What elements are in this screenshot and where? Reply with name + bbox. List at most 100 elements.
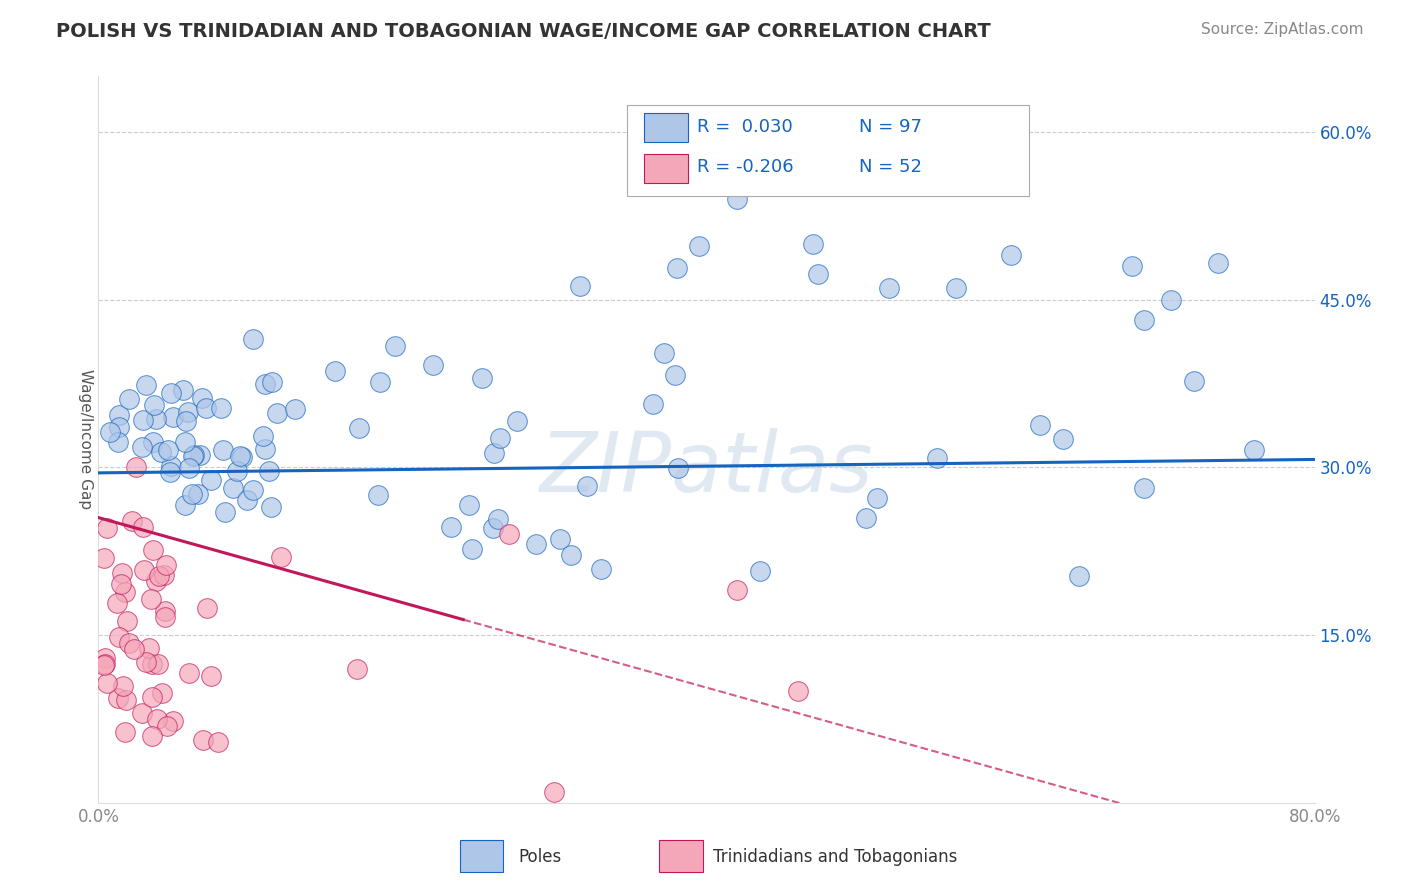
Point	[209, 401, 232, 415]
Point	[122, 642, 145, 657]
Point	[131, 706, 153, 721]
Point	[231, 450, 253, 464]
Point	[107, 420, 129, 434]
Point	[1243, 443, 1265, 458]
Point	[471, 371, 494, 385]
Point	[486, 512, 509, 526]
Point	[260, 500, 283, 514]
Point	[422, 358, 444, 372]
Point	[110, 577, 132, 591]
Text: Source: ZipAtlas.com: Source: ZipAtlas.com	[1201, 22, 1364, 37]
Point	[505, 414, 527, 428]
Point	[94, 650, 117, 665]
FancyBboxPatch shape	[659, 840, 703, 871]
Point	[108, 630, 131, 644]
Y-axis label: Wage/Income Gap: Wage/Income Gap	[77, 369, 93, 509]
Point	[118, 636, 141, 650]
Point	[114, 725, 136, 739]
Point	[156, 719, 179, 733]
Point	[725, 192, 748, 206]
Point	[481, 521, 503, 535]
Point	[524, 537, 547, 551]
Point	[1133, 313, 1156, 327]
Point	[93, 550, 115, 565]
Point	[191, 391, 214, 405]
Point	[179, 461, 201, 475]
Point	[666, 261, 689, 276]
FancyBboxPatch shape	[644, 153, 689, 183]
Point	[188, 448, 211, 462]
Point	[262, 376, 284, 390]
Point	[543, 784, 565, 798]
Point	[323, 364, 346, 378]
Point	[114, 584, 136, 599]
Point	[384, 339, 406, 353]
Point	[688, 239, 710, 253]
Point	[150, 686, 173, 700]
Point	[159, 465, 181, 479]
Point	[172, 384, 194, 398]
Point	[132, 413, 155, 427]
Point	[183, 450, 205, 464]
Point	[115, 614, 138, 628]
Point	[186, 487, 208, 501]
Point	[131, 440, 153, 454]
Point	[569, 279, 592, 293]
Point	[174, 498, 197, 512]
Text: N = 97: N = 97	[859, 118, 921, 136]
Point	[143, 398, 166, 412]
Point	[725, 147, 748, 161]
Point	[257, 464, 280, 478]
Point	[489, 431, 512, 445]
Point	[107, 434, 129, 449]
Point	[877, 281, 900, 295]
Point	[111, 566, 134, 581]
Point	[214, 505, 236, 519]
Point	[125, 460, 148, 475]
Point	[195, 600, 218, 615]
Point	[664, 368, 686, 382]
Point	[1182, 374, 1205, 388]
Point	[139, 591, 162, 606]
Point	[1160, 293, 1182, 308]
Point	[174, 434, 197, 449]
Point	[155, 558, 177, 573]
Point	[149, 445, 172, 459]
Point	[146, 657, 169, 672]
Point	[1121, 259, 1143, 273]
Point	[115, 692, 138, 706]
Point	[195, 401, 218, 415]
Point	[138, 640, 160, 655]
Point	[132, 520, 155, 534]
Point	[855, 511, 877, 525]
Point	[142, 542, 165, 557]
Point	[94, 657, 117, 671]
Point	[162, 714, 184, 728]
Text: Trinidadians and Tobagonians: Trinidadians and Tobagonians	[713, 848, 957, 866]
Point	[160, 458, 183, 473]
Point	[141, 690, 163, 704]
Point	[200, 474, 222, 488]
Point	[221, 481, 243, 495]
Point	[96, 675, 118, 690]
Point	[96, 521, 118, 535]
Point	[266, 405, 288, 419]
Point	[177, 405, 200, 419]
Point	[229, 450, 252, 464]
Point	[179, 665, 201, 680]
Point	[560, 548, 582, 562]
Point	[191, 733, 214, 747]
Point	[212, 442, 235, 457]
FancyBboxPatch shape	[460, 840, 503, 871]
Point	[652, 346, 675, 360]
Point	[108, 409, 131, 423]
Text: R =  0.030: R = 0.030	[697, 118, 793, 136]
Point	[132, 563, 155, 577]
Point	[183, 448, 205, 462]
Point	[1052, 432, 1074, 446]
Point	[461, 542, 484, 557]
Point	[252, 428, 274, 442]
Point	[112, 679, 135, 693]
Point	[1028, 418, 1050, 433]
Point	[156, 443, 179, 458]
